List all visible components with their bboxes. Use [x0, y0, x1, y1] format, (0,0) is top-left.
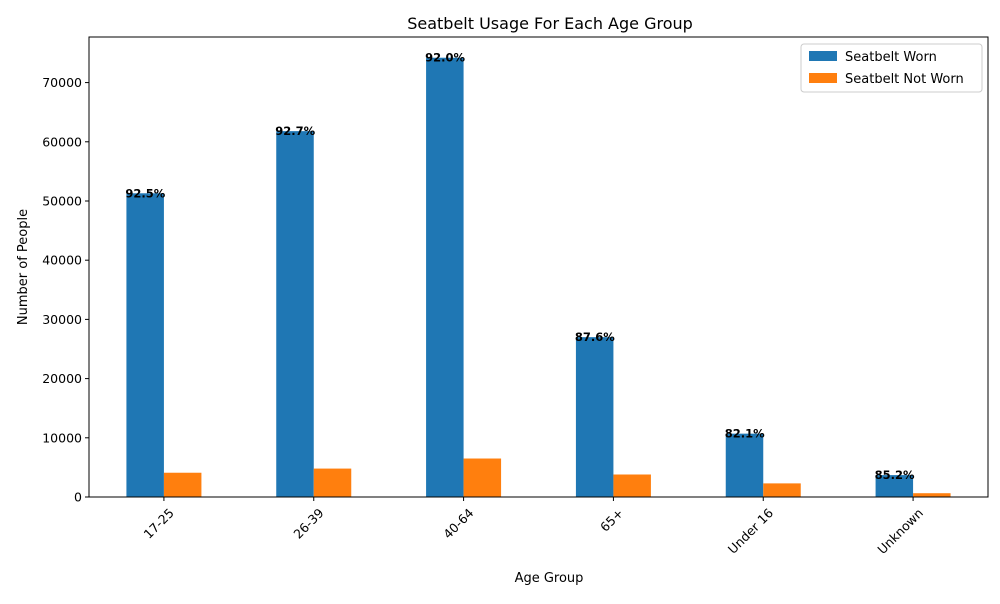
bar-seatbelt-worn-17-25: [126, 193, 164, 498]
legend: Seatbelt Worn Seatbelt Not Worn: [800, 43, 983, 93]
x-tick-label-40-64: 40-64: [440, 505, 476, 541]
bar-seatbelt-worn-26-39: [276, 131, 314, 497]
y-tick-label: 10000: [42, 430, 82, 445]
bar-annotation-unknown: 85.2%: [875, 468, 915, 482]
bar-annotation-40-64: 92.0%: [425, 51, 465, 65]
bar-seatbelt-not-worn-17-25: [163, 472, 202, 497]
chart-title: Seatbelt Usage For Each Age Group: [407, 14, 693, 33]
y-tick-label: 0: [74, 490, 82, 505]
legend-frame: [800, 43, 983, 93]
y-tick-label: 20000: [42, 371, 82, 386]
bar-seatbelt-not-worn-unknown: [913, 493, 951, 497]
bar-annotation-17-25: 92.5%: [125, 186, 165, 200]
bar-annotation-under-16: 82.1%: [725, 427, 765, 441]
y-tick-label: 60000: [42, 134, 82, 149]
bar-seatbelt-worn-under-16: [725, 433, 764, 497]
y-tick-label: 70000: [42, 75, 82, 90]
x-tick-label-17-25: 17-25: [141, 505, 177, 541]
legend-label-seatbelt-worn: Seatbelt Worn: [845, 50, 937, 65]
bar-annotation-26-39: 92.7%: [275, 124, 315, 138]
bar-seatbelt-worn-65: [575, 337, 614, 497]
bar-seatbelt-worn-unknown: [875, 475, 914, 497]
bar-seatbelt-not-worn-under-16: [763, 483, 801, 497]
y-tick-label: 30000: [42, 312, 82, 327]
legend-swatch-seatbelt-not-worn: [809, 73, 837, 83]
plot-area: 92.5% 92.7% 92.0% 87.6% 82.1% 85.2% 0 10000 2000…: [42, 36, 989, 557]
legend-label-seatbelt-not-worn: Seatbelt Not Worn: [845, 72, 964, 87]
x-tick-label-65: 65+: [597, 505, 626, 534]
bar-seatbelt-not-worn-26-39: [313, 468, 352, 497]
x-tick-label-unknown: Unknown: [874, 505, 926, 557]
bar-seatbelt-not-worn-65: [613, 474, 651, 497]
x-axis-label: Age Group: [515, 571, 584, 586]
bar-seatbelt-not-worn-40-64: [463, 458, 502, 497]
legend-swatch-seatbelt-worn: [809, 51, 837, 61]
x-tick-label-under-16: Under 16: [725, 505, 776, 556]
y-axis-label: Number of People: [16, 209, 31, 325]
y-tick-label: 40000: [42, 253, 82, 268]
bar-seatbelt-worn-40-64: [426, 57, 464, 497]
axes-frame: [88, 36, 989, 498]
y-tick-label: 50000: [42, 193, 82, 208]
bar-annotation-65: 87.6%: [575, 330, 615, 344]
x-tick-label-26-39: 26-39: [290, 505, 326, 541]
